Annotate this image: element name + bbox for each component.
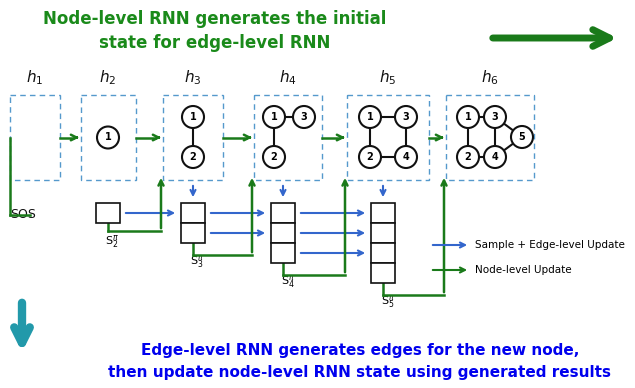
Bar (96, 203, 120, 223)
Text: 2: 2 (271, 152, 277, 162)
Text: 1: 1 (190, 112, 196, 122)
Circle shape (484, 106, 506, 128)
Circle shape (97, 126, 119, 149)
Bar (347, 95, 429, 180)
Bar (10, 95, 60, 180)
Text: 1: 1 (279, 248, 286, 258)
Text: 1: 1 (380, 248, 387, 258)
Bar (371, 203, 395, 223)
Bar (446, 95, 534, 180)
Text: 1: 1 (465, 112, 471, 122)
Circle shape (263, 146, 285, 168)
Text: 3: 3 (491, 112, 498, 122)
Text: 1: 1 (189, 208, 196, 218)
Bar (371, 223, 395, 243)
Text: 4: 4 (403, 152, 410, 162)
Bar (181, 203, 205, 223)
Bar (181, 223, 205, 243)
Text: 0: 0 (189, 228, 196, 238)
Text: SOS: SOS (10, 208, 36, 222)
Text: 0: 0 (380, 208, 387, 218)
Circle shape (263, 106, 285, 128)
Text: 2: 2 (366, 152, 373, 162)
Text: Node-level RNN generates the initial
state for edge-level RNN: Node-level RNN generates the initial sta… (43, 10, 387, 52)
Bar (254, 95, 322, 180)
Bar (371, 263, 395, 283)
Text: 3: 3 (403, 112, 410, 122)
Circle shape (182, 106, 204, 128)
Text: 3: 3 (300, 112, 307, 122)
Text: $h_1$: $h_1$ (26, 69, 44, 87)
Text: 1: 1 (105, 208, 112, 218)
Text: $h_3$: $h_3$ (184, 69, 202, 87)
Text: 0: 0 (279, 208, 286, 218)
Text: $h_6$: $h_6$ (481, 69, 499, 87)
Bar (371, 243, 395, 263)
Text: 1: 1 (271, 112, 277, 122)
Text: $h_5$: $h_5$ (379, 69, 397, 87)
Bar (271, 243, 295, 263)
Text: 1: 1 (380, 268, 387, 278)
Text: $\mathrm{S}_4^\pi$: $\mathrm{S}_4^\pi$ (281, 273, 295, 290)
Circle shape (182, 146, 204, 168)
Circle shape (457, 146, 479, 168)
Text: 1: 1 (279, 228, 286, 238)
Bar (163, 95, 223, 180)
Bar (271, 203, 295, 223)
Circle shape (484, 146, 506, 168)
Text: $\mathrm{S}_2^\pi$: $\mathrm{S}_2^\pi$ (105, 233, 119, 250)
Text: then update node-level RNN state using generated results: then update node-level RNN state using g… (109, 364, 612, 379)
Text: 1: 1 (366, 112, 373, 122)
Text: 0: 0 (380, 228, 387, 238)
Text: 2: 2 (465, 152, 471, 162)
Text: $h_2$: $h_2$ (99, 69, 117, 87)
Circle shape (511, 126, 533, 148)
Text: 2: 2 (190, 152, 196, 162)
Circle shape (457, 106, 479, 128)
Text: 4: 4 (491, 152, 498, 162)
Bar (81, 95, 136, 180)
Circle shape (395, 146, 417, 168)
Bar (271, 223, 295, 243)
Text: 1: 1 (105, 132, 111, 142)
Circle shape (395, 106, 417, 128)
Text: 5: 5 (519, 132, 525, 142)
Text: $h_4$: $h_4$ (279, 69, 297, 87)
Text: $\mathrm{S}_5^\pi$: $\mathrm{S}_5^\pi$ (381, 293, 395, 310)
Circle shape (359, 146, 381, 168)
Text: $\mathrm{S}_3^\pi$: $\mathrm{S}_3^\pi$ (190, 253, 204, 270)
Circle shape (293, 106, 315, 128)
Text: Node-level Update: Node-level Update (475, 265, 572, 275)
Text: Edge-level RNN generates edges for the new node,: Edge-level RNN generates edges for the n… (141, 343, 579, 357)
Text: Sample + Edge-level Update: Sample + Edge-level Update (475, 240, 625, 250)
Circle shape (359, 106, 381, 128)
